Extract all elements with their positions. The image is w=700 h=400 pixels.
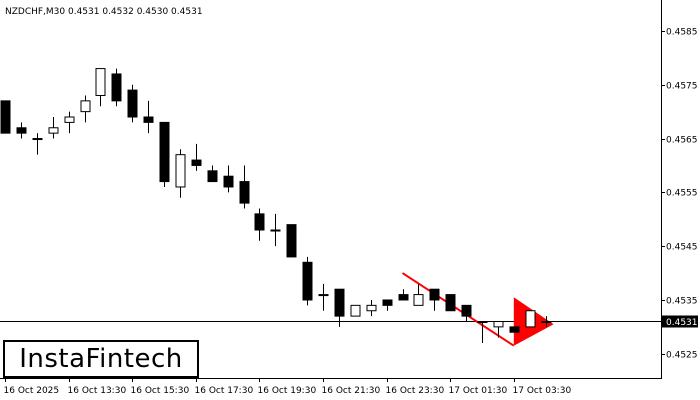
candle (334, 288, 345, 327)
time-axis: 16 Oct 2025 16 Oct 13:30 16 Oct 15:30 16 Oc… (4, 378, 572, 396)
candle-body-bear (541, 320, 552, 323)
candle (366, 299, 377, 317)
price-tick-label: 0.4525 (666, 351, 698, 361)
candle (477, 320, 488, 344)
candle (80, 95, 91, 123)
candle-body-bear (239, 181, 250, 204)
candle-body-bear (445, 294, 456, 312)
candle-body-bear (318, 294, 329, 297)
candle (175, 149, 186, 198)
candle (223, 165, 234, 193)
candle (32, 133, 43, 155)
candle-body-bear (398, 294, 409, 301)
candle (207, 165, 218, 183)
candle-body-bull (175, 154, 186, 188)
candle-body-bear (477, 320, 488, 323)
chart-frame (0, 0, 662, 379)
price-tick-label: 0.4585 (666, 28, 698, 38)
candle-body-bear (143, 116, 154, 123)
time-tick-label: 16 Oct 15:30 (131, 386, 190, 396)
candle-body-bear (461, 304, 472, 317)
instafintech-logo: InstaFintech (3, 340, 199, 378)
candle (239, 165, 250, 209)
candle-body-bear (302, 261, 313, 301)
current-price-label: 0.4531 (666, 318, 698, 328)
candle (191, 143, 202, 171)
candle (48, 117, 59, 139)
candle-body-bear (0, 100, 11, 134)
candle-body-bear (16, 127, 27, 134)
pennant-pole-line (401, 272, 515, 347)
time-tick-label: 16 Oct 19:30 (258, 386, 317, 396)
time-tick-label: 16 Oct 2025 (4, 386, 60, 396)
candle (95, 68, 106, 107)
candle-body-bull (493, 320, 504, 328)
candle (302, 256, 313, 306)
candle-body-bear (509, 326, 520, 333)
candle (64, 111, 75, 134)
chart-header: NZDCHF,M30 0.4531 0.4532 0.4530 0.4531 (5, 7, 203, 17)
time-tick-label: 17 Oct 03:30 (513, 386, 572, 396)
price-tick-label: 0.4545 (666, 243, 698, 253)
candle (509, 326, 520, 333)
candle-body-bear (159, 121, 170, 183)
time-tick-label: 16 Oct 17:30 (195, 386, 254, 396)
time-tick-label: 16 Oct 13:30 (68, 386, 127, 396)
time-tick-label: 16 Oct 23:30 (386, 386, 445, 396)
candle (493, 320, 504, 338)
candle (398, 289, 409, 301)
candle (143, 100, 154, 134)
candle-body-bull (64, 116, 75, 123)
time-tick-label: 17 Oct 01:30 (449, 386, 508, 396)
current-price-label-bg (662, 315, 698, 328)
candle-body-bull (366, 304, 377, 312)
candle (445, 294, 456, 312)
symbol-ohlc-header: NZDCHF,M30 0.4531 0.4532 0.4530 0.4531 (5, 7, 203, 17)
candle (111, 68, 122, 107)
candle-body-bear (207, 170, 218, 183)
candle (429, 288, 440, 311)
candle (16, 122, 27, 139)
candle (159, 121, 170, 187)
price-axis: 0.4585 0.4575 0.4565 0.4555 0.4545 0.4535 0.45… (661, 28, 698, 361)
price-tick-label: 0.4555 (666, 189, 698, 199)
candle (0, 100, 11, 134)
candle-body-bear (191, 159, 202, 166)
candle-body-bear (111, 73, 122, 102)
price-tick-label: 0.4565 (666, 136, 698, 146)
candle-body-bear (429, 288, 440, 301)
candle-body-bull (80, 100, 91, 113)
candle-body-bull (48, 127, 59, 134)
candle-body-bear (270, 229, 281, 232)
candle (382, 299, 393, 311)
candle (270, 213, 281, 247)
candle (541, 316, 552, 327)
price-tick-label: 0.4535 (666, 297, 698, 307)
candle (254, 208, 265, 241)
candle (413, 283, 424, 306)
candle (286, 224, 297, 258)
candle (318, 283, 329, 311)
candle (127, 84, 138, 123)
time-tick-label: 16 Oct 21:30 (322, 386, 381, 396)
candle-body-bull (350, 304, 361, 317)
candle-body-bear (382, 299, 393, 306)
candle-body-bear (32, 138, 43, 141)
candle-body-bull (413, 294, 424, 306)
candle-body-bear (254, 213, 265, 231)
candle-body-bull (525, 310, 536, 328)
candles (0, 68, 552, 344)
candle-body-bear (334, 288, 345, 317)
candle-body-bear (127, 89, 138, 118)
candle (525, 310, 536, 328)
candle-body-bull (95, 68, 106, 96)
candle (350, 304, 361, 317)
candle-body-bear (223, 175, 234, 188)
candle-body-bear (286, 224, 297, 258)
candle (461, 304, 472, 322)
price-tick-label: 0.4575 (666, 82, 698, 92)
